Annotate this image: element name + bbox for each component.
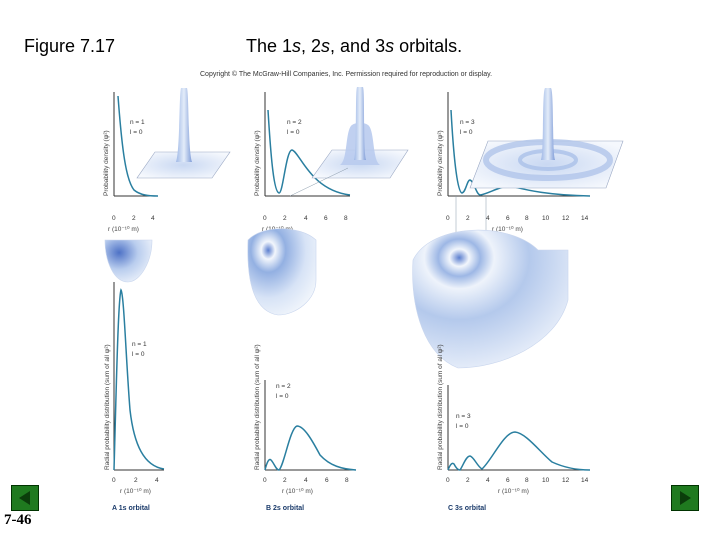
panel-b-density-tick: 6 — [324, 215, 328, 222]
panel-a-caption: A 1s orbital — [112, 505, 150, 512]
panel-a-radial-tick: 2 — [134, 477, 138, 484]
panel-c-density-tick: 14 — [581, 215, 589, 222]
triangle-left-icon — [19, 491, 30, 505]
panel-b-density-tick: 0 — [263, 215, 267, 222]
title-s3: s — [385, 36, 395, 56]
panel-a-radial-l-label: l = 0 — [132, 351, 145, 358]
panel-b-density-tick: 8 — [344, 215, 348, 222]
panel-c-density-tick: 4 — [486, 215, 490, 222]
title-prefix: The 1 — [246, 36, 293, 56]
panel-b-radial-tick: 2 — [283, 477, 287, 484]
copyright-notice: Copyright © The McGraw-Hill Companies, I… — [200, 71, 493, 78]
panel-c-radial-tick: 12 — [562, 477, 570, 484]
panel-c-n-label: n = 3 — [460, 119, 475, 126]
panel-b-radial-n-label: n = 2 — [276, 383, 291, 390]
panel-a-radial-ylabel: Radial probability distribution (sum of … — [104, 344, 111, 470]
panel-c-radial-tick: 8 — [525, 477, 529, 484]
panel-a-density-xlabel: r (10⁻¹⁰ m) — [108, 225, 139, 233]
title-s1: s — [292, 36, 302, 56]
panel-c-density-tick: 0 — [446, 215, 450, 222]
panel-a-density-tick: 4 — [151, 215, 155, 222]
panel-b-density-ylabel: Probability density (ψ²) — [254, 130, 261, 196]
panel-b-density-curve — [267, 109, 351, 196]
panel-a-n-label: n = 1 — [130, 119, 145, 126]
panel-b-density-plot: Probability density (ψ²) n = 2 l = 0 0 2… — [254, 87, 409, 233]
panel-c-radial-tick: 14 — [581, 477, 589, 484]
panel-c-density-ylabel: Probability density (ψ²) — [437, 130, 444, 196]
panel-c-radial-l-label: l = 0 — [456, 423, 469, 430]
panel-a-radial-xlabel: r (10⁻¹⁰ m) — [120, 487, 151, 495]
panel-b-radial-tick: 0 — [263, 477, 267, 484]
figure-label: Figure 7.17 — [24, 36, 116, 56]
panel-c-radial-plot: Radial probability distribution (sum of … — [437, 344, 591, 512]
panel-c-density-tick: 12 — [562, 215, 570, 222]
triangle-right-icon — [680, 491, 691, 505]
panel-c-caption: C 3s orbital — [448, 505, 486, 512]
panel-c-density-xlabel: r (10⁻¹⁰ m) — [492, 225, 523, 233]
next-slide-button[interactable] — [671, 485, 699, 511]
panel-c-density-tick: 8 — [525, 215, 529, 222]
panel-b-radial-tick: 4 — [304, 477, 308, 484]
panel-a-radial-curve — [113, 288, 165, 471]
panel-c-radial-curve — [447, 431, 591, 471]
panel-b-density-spike — [354, 87, 366, 160]
panel-b-density-tick: 4 — [304, 215, 308, 222]
panel-c-density-tick: 10 — [542, 215, 550, 222]
panel-a-radial-n-label: n = 1 — [132, 341, 147, 348]
title-s2: s — [321, 36, 331, 56]
panel-a-density-ylabel: Probability density (ψ²) — [103, 130, 110, 196]
slide-title: The 1s, 2s, and 3s orbitals. — [246, 36, 462, 57]
panel-b-radial-plot: Radial probability distribution (sum of … — [254, 344, 357, 512]
panel-b-radial-ylabel: Radial probability distribution (sum of … — [254, 344, 261, 470]
panel-c-l-label: l = 0 — [460, 129, 473, 136]
panel-b-orbital-cutaway — [247, 228, 317, 316]
panel-c-orbital-cutaway — [412, 229, 569, 369]
panel-b-guide-line — [289, 167, 349, 197]
title-mid1: , 2 — [301, 36, 322, 56]
panel-a-density-tick: 2 — [132, 215, 136, 222]
panel-a-orbital-cutaway — [104, 239, 153, 283]
title-suffix: orbitals. — [394, 36, 463, 56]
panel-a-density-tick: 0 — [112, 215, 116, 222]
panel-a-radial-plot: Radial probability distribution (sum of … — [104, 282, 165, 512]
panel-c-radial-n-label: n = 3 — [456, 413, 471, 420]
panel-b-density-tick: 2 — [283, 215, 287, 222]
panel-c-radial-tick: 0 — [446, 477, 450, 484]
panel-c-radial-tick: 6 — [506, 477, 510, 484]
panel-c-radial-tick: 10 — [542, 477, 550, 484]
slide-number: 7-46 — [4, 512, 32, 528]
panel-b-radial-l-label: l = 0 — [276, 393, 289, 400]
panel-c-density-spike — [541, 88, 555, 160]
panel-b-caption: B 2s orbital — [266, 505, 304, 512]
panel-a-plane — [136, 151, 231, 179]
panel-a-radial-tick: 0 — [112, 477, 116, 484]
panel-a-radial-tick: 4 — [155, 477, 159, 484]
panel-a-density-curve — [117, 95, 159, 197]
previous-slide-button[interactable] — [11, 485, 39, 511]
panel-c-radial-tick: 4 — [486, 477, 490, 484]
panel-b-radial-xlabel: r (10⁻¹⁰ m) — [282, 487, 313, 495]
panel-c-density-plot: Probability density (ψ²) n = 3 l = 0 0 2… — [437, 88, 624, 268]
panel-c-radial-ylabel: Radial probability distribution (sum of … — [437, 344, 444, 470]
panel-a-density-spike — [176, 88, 192, 162]
panel-a-l-label: l = 0 — [130, 129, 143, 136]
panel-b-radial-tick: 6 — [325, 477, 329, 484]
panel-b-n-label: n = 2 — [287, 119, 302, 126]
title-mid2: , and 3 — [330, 36, 386, 56]
panel-b-l-label: l = 0 — [287, 129, 300, 136]
panel-b-radial-tick: 8 — [345, 477, 349, 484]
panel-c-density-tick: 2 — [466, 215, 470, 222]
panel-c-radial-tick: 2 — [466, 477, 470, 484]
panel-c-density-tick: 6 — [506, 215, 510, 222]
panel-b-radial-curve — [264, 425, 357, 471]
panel-a-density-plot: Probability density (ψ²) n = 1 l = 0 0 2… — [103, 88, 231, 233]
panel-c-radial-xlabel: r (10⁻¹⁰ m) — [498, 487, 529, 495]
